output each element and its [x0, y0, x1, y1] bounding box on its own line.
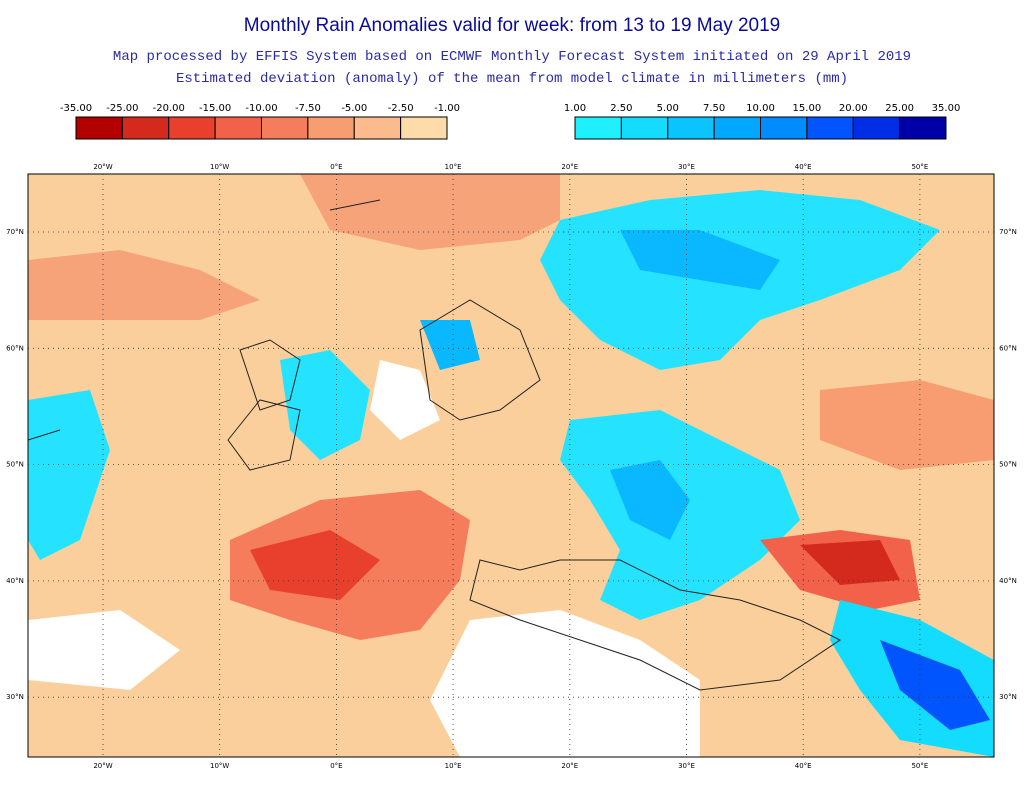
- map-frame: [27, 173, 995, 758]
- lon-label: 40°E: [795, 163, 812, 171]
- legend-swatch: [214, 116, 262, 140]
- anomaly-area: [28, 174, 560, 250]
- lon-label: 10°E: [445, 163, 462, 171]
- anomaly-area: [610, 460, 690, 540]
- anomaly-area: [800, 540, 900, 585]
- lon-label: 20°W: [93, 163, 112, 171]
- legend-swatch: [760, 116, 808, 140]
- lon-label: 10°E: [445, 762, 462, 770]
- legend-label: -2.50: [388, 103, 414, 114]
- legend-swatch: [852, 116, 901, 140]
- legend-swatch: [620, 116, 669, 140]
- lat-label: 60°N: [6, 344, 24, 352]
- lat-label: 70°N: [999, 228, 1017, 236]
- legend-label: 10.00: [746, 103, 775, 114]
- lon-label: 0°E: [330, 163, 342, 171]
- lat-label: 30°N: [6, 693, 24, 701]
- lat-label: 60°N: [999, 344, 1017, 352]
- anomaly-area: [280, 350, 370, 460]
- legend-swatch: [75, 116, 123, 140]
- legend-swatch: [168, 116, 216, 140]
- legend-label: 5.00: [657, 103, 679, 114]
- lon-label: 40°E: [795, 762, 812, 770]
- legend-label: 35.00: [932, 103, 961, 114]
- lon-label: 10°W: [210, 762, 229, 770]
- legend-swatch: [574, 116, 622, 140]
- title: Monthly Rain Anomalies valid for week: f…: [244, 15, 781, 36]
- description: Estimated deviation (anomaly) of the mea…: [176, 71, 848, 87]
- lon-label: 30°E: [678, 163, 695, 171]
- legend-label: -7.50: [295, 103, 321, 114]
- legend-swatch: [307, 116, 355, 140]
- lon-label: 30°E: [678, 762, 695, 770]
- lat-label: 40°N: [6, 577, 24, 585]
- legend-label: 20.00: [839, 103, 868, 114]
- lon-label: 0°E: [330, 762, 342, 770]
- lat-label: 40°N: [999, 577, 1017, 585]
- no-anomaly-area: [430, 610, 700, 757]
- lon-label: 50°E: [911, 163, 928, 171]
- legend-swatch: [121, 116, 170, 140]
- legend-label: 2.50: [610, 103, 632, 114]
- lat-label: 50°N: [999, 461, 1017, 469]
- lat-label: 70°N: [6, 228, 24, 236]
- legend-label: 1.00: [564, 103, 586, 114]
- legend-label: 25.00: [885, 103, 914, 114]
- no-anomaly-area: [370, 360, 440, 440]
- lon-label: 50°E: [911, 762, 928, 770]
- anomaly-area: [420, 320, 480, 370]
- anomaly-area: [28, 390, 110, 560]
- legend-label: -20.00: [153, 103, 185, 114]
- lon-label: 20°E: [561, 163, 578, 171]
- legend-swatch: [667, 116, 715, 140]
- map-field: [28, 174, 994, 757]
- anomaly-area: [820, 380, 994, 470]
- legend-label: 7.50: [703, 103, 725, 114]
- legend-swatch: [806, 116, 854, 140]
- legend-label: -1.00: [434, 103, 460, 114]
- legend-swatch: [261, 116, 309, 140]
- lat-label: 30°N: [999, 693, 1017, 701]
- anomaly-area: [28, 250, 260, 320]
- anomaly-area: [880, 640, 990, 730]
- no-anomaly-area: [28, 610, 180, 690]
- legend-swatch: [400, 116, 448, 140]
- lon-label: 10°W: [210, 163, 229, 171]
- legend-swatch: [899, 116, 947, 140]
- legend-label: -10.00: [245, 103, 277, 114]
- legend-label: -5.00: [341, 103, 367, 114]
- anomaly-area: [620, 230, 780, 290]
- anomaly-area: [250, 530, 380, 600]
- lat-label: 50°N: [6, 461, 24, 469]
- subtitle: Map processed by EFFIS System based on E…: [113, 49, 911, 65]
- coastline: [28, 199, 841, 691]
- legend-label: -15.00: [199, 103, 231, 114]
- lon-label: 20°W: [93, 762, 112, 770]
- legend-label: -25.00: [106, 103, 138, 114]
- legend-label: -35.00: [60, 103, 92, 114]
- legend-swatch: [353, 116, 402, 140]
- legend-swatch: [713, 116, 761, 140]
- lon-label: 20°E: [561, 762, 578, 770]
- legend-label: 15.00: [793, 103, 822, 114]
